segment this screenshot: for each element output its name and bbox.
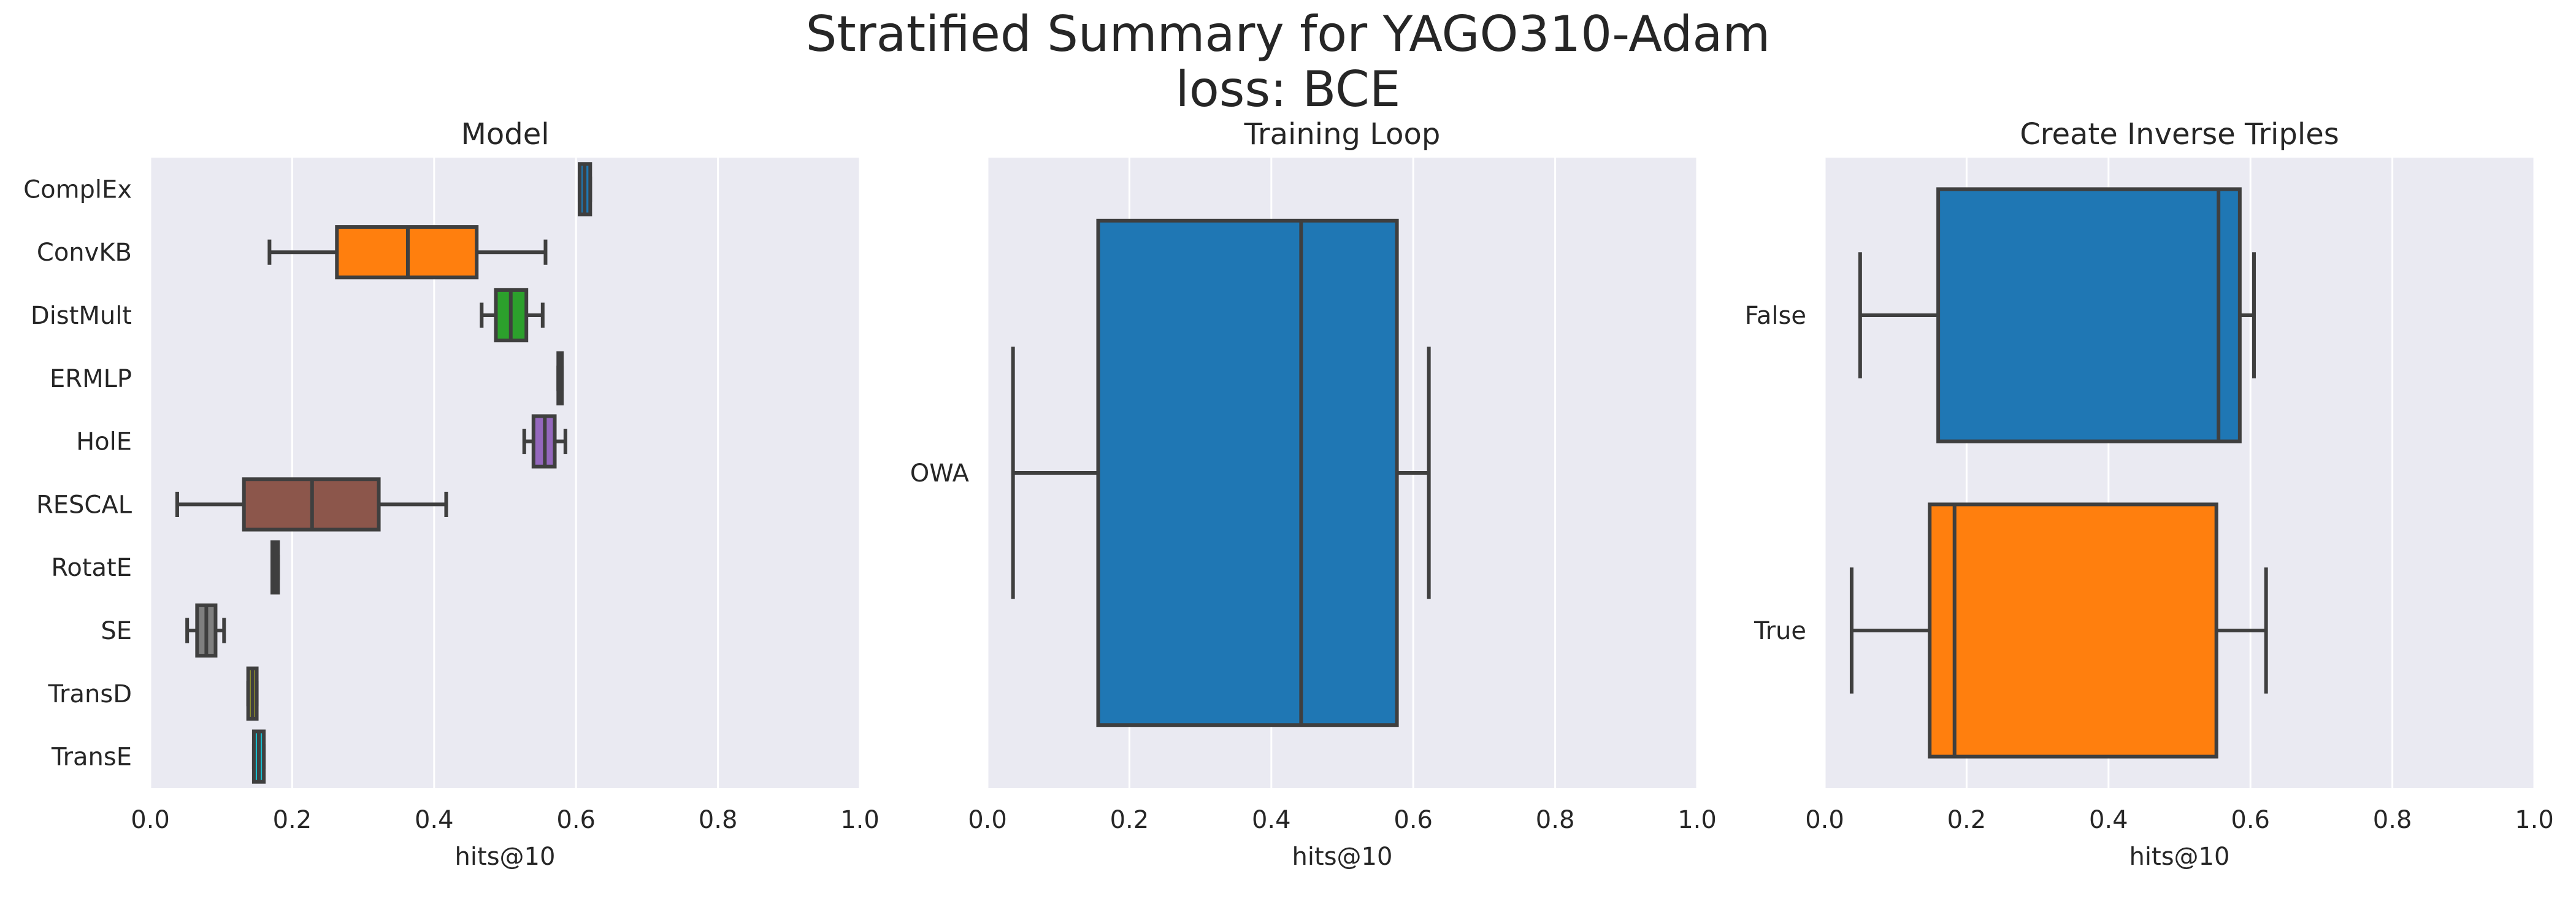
y-tick-label: SE xyxy=(101,617,132,645)
x-axis-label: hits@10 xyxy=(455,843,556,871)
box-iqr xyxy=(1096,218,1399,727)
box-complex: ComplEx xyxy=(23,162,592,217)
x-tick-label: 0.2 xyxy=(273,806,312,834)
x-tick-label: 1.0 xyxy=(840,806,880,834)
x-tick-label: 1.0 xyxy=(2515,806,2554,834)
box-iqr xyxy=(1928,502,2218,759)
box-owa: OWA xyxy=(910,218,1431,727)
figure-title-line1: Stratified Summary for YAGO310-Adam xyxy=(805,6,1771,63)
x-tick-label: 0.0 xyxy=(1805,806,1844,834)
x-tick-label: 0.2 xyxy=(1110,806,1149,834)
y-tick-label: TransD xyxy=(47,680,132,708)
y-tick-label: False xyxy=(1745,302,1806,330)
x-tick-label: 0.4 xyxy=(1252,806,1291,834)
panel-1-model: 0.0 0.2 0.4 0.6 0.8 1.0 Model hits@10 ComplEx Con… xyxy=(23,117,880,871)
panel-2-training-loop: 0.0 0.2 0.4 0.6 0.8 1.0 Training Loop hits@10 OW… xyxy=(910,117,1717,871)
x-tick-label: 0.8 xyxy=(2373,806,2412,834)
y-tick-label: HolE xyxy=(76,428,132,456)
box-false: False xyxy=(1745,187,2256,443)
box-iqr xyxy=(1936,187,2242,443)
y-tick-label: ComplEx xyxy=(23,175,132,204)
panel-title: Model xyxy=(461,117,549,151)
figure-title-line2: loss: BCE xyxy=(1175,61,1401,118)
box-convkb: ConvKB xyxy=(37,225,548,280)
y-tick-label: OWA xyxy=(910,459,970,488)
x-tick-label: 0.4 xyxy=(2089,806,2128,834)
x-tick-label: 0.4 xyxy=(415,806,454,834)
x-tick-label: 0.6 xyxy=(556,806,596,834)
y-tick-label: ConvKB xyxy=(37,239,132,267)
box-rotate: RotatE xyxy=(51,540,280,595)
panel-title: Training Loop xyxy=(1244,117,1441,151)
y-tick-label: RotatE xyxy=(51,554,132,582)
box-transd: TransD xyxy=(47,666,259,721)
y-tick-label: DistMult xyxy=(31,302,132,330)
box-transe: TransE xyxy=(51,729,266,784)
x-tick-label: 0.0 xyxy=(968,806,1007,834)
panel-title: Create Inverse Triples xyxy=(2020,117,2339,151)
box-distmult: DistMult xyxy=(31,288,545,343)
x-tick-label: 0.8 xyxy=(1536,806,1575,834)
y-tick-label: TransE xyxy=(51,743,132,772)
box-true: True xyxy=(1754,502,2268,759)
box-rescal: RESCAL xyxy=(36,477,448,532)
x-tick-label: 1.0 xyxy=(1677,806,1717,834)
x-tick-label: 0.2 xyxy=(1947,806,1987,834)
y-tick-label: RESCAL xyxy=(36,491,132,519)
box-hole: HolE xyxy=(76,414,567,469)
x-tick-label: 0.0 xyxy=(131,806,170,834)
x-axis-label: hits@10 xyxy=(2129,843,2230,871)
box-ermlp: ERMLP xyxy=(50,351,564,405)
y-tick-label: True xyxy=(1754,617,1806,645)
x-tick-label: 0.6 xyxy=(1393,806,1433,834)
y-tick-label: ERMLP xyxy=(50,365,132,393)
panel-3-create-inverse-triples: 0.0 0.2 0.4 0.6 0.8 1.0 Create Inverse Triples… xyxy=(1745,117,2554,871)
x-tick-label: 0.8 xyxy=(699,806,738,834)
box-se: SE xyxy=(101,603,226,658)
x-tick-label: 0.6 xyxy=(2231,806,2270,834)
x-axis-label: hits@10 xyxy=(1292,843,1393,871)
